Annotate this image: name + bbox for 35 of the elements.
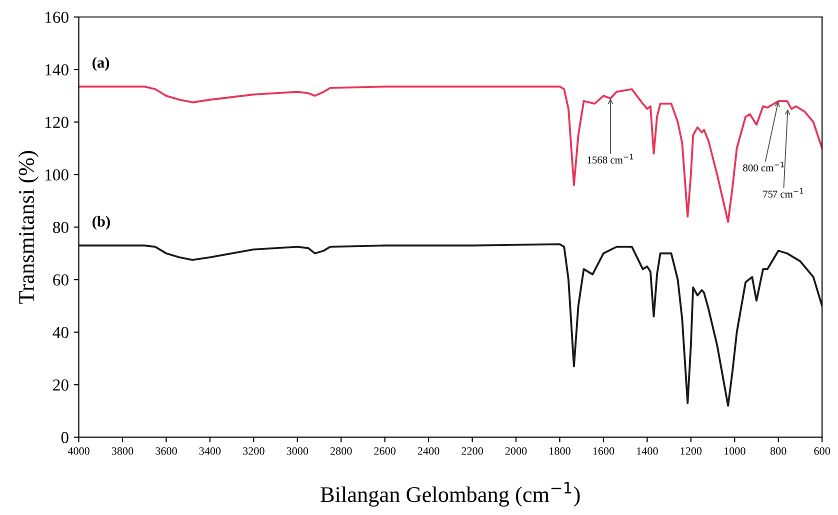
annotation: 757 cm$^{−1}$	[763, 188, 804, 198]
x-tick-label: 2400	[418, 447, 440, 455]
y-tick-label: 40	[52, 326, 68, 338]
x-tick-label: 3400	[199, 447, 221, 455]
y-axis-title: Transmitansi (%)	[18, 151, 38, 304]
x-tick-label: 800	[770, 447, 786, 455]
x-tick-label: 3800	[112, 447, 134, 455]
x-tick-label: 600	[814, 447, 830, 455]
y-tick-label: 20	[53, 379, 68, 391]
y-tick-label: 60	[53, 274, 68, 286]
x-axis-title: Bilangan Gelombang (cm$^{−1}$)	[320, 482, 580, 507]
y-tick-label: 80	[53, 222, 68, 234]
annotation: 1568 cm$^{−1}$	[588, 154, 634, 164]
x-tick-label: 1200	[680, 447, 702, 455]
y-tick-label: 100	[46, 169, 68, 181]
y-tick-label: 0	[61, 432, 68, 444]
x-tick-label: 3600	[156, 447, 177, 455]
x-tick-label: 1600	[593, 447, 614, 455]
series-label: (b)	[92, 216, 110, 230]
x-tick-label: 2200	[462, 447, 483, 455]
x-tick-label: 1400	[637, 447, 658, 455]
y-tick-label: 140	[46, 64, 68, 76]
x-tick-label: 1800	[550, 447, 570, 455]
annotation: 800 cm$^{−1}$	[743, 162, 784, 172]
x-tick-label: 3000	[286, 447, 308, 455]
x-tick-label: 2600	[374, 447, 396, 455]
line-series	[78, 243, 822, 407]
y-tick-label: 160	[46, 12, 68, 23]
x-tick-label: 3200	[243, 447, 264, 455]
y-tick-label: 120	[46, 116, 68, 128]
x-tick-label: 2000	[505, 447, 527, 455]
series-label: (a)	[92, 56, 110, 71]
x-tick-label: 2800	[330, 447, 352, 455]
x-tick-label: 1000	[724, 447, 746, 455]
x-tick-label: 4000	[68, 447, 90, 455]
